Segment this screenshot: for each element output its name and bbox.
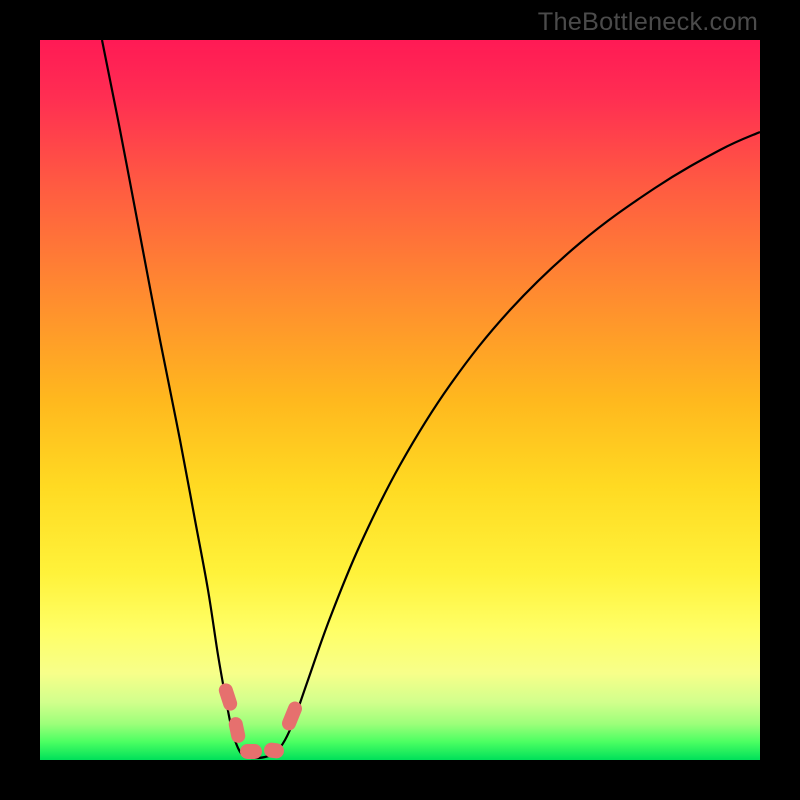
plot-area (40, 40, 760, 760)
chart-frame: TheBottleneck.com (0, 0, 800, 800)
curve-layer (40, 40, 760, 760)
curve-marker (240, 744, 262, 759)
attribution-text: TheBottleneck.com (538, 8, 758, 37)
bottleneck-curve (102, 40, 760, 758)
